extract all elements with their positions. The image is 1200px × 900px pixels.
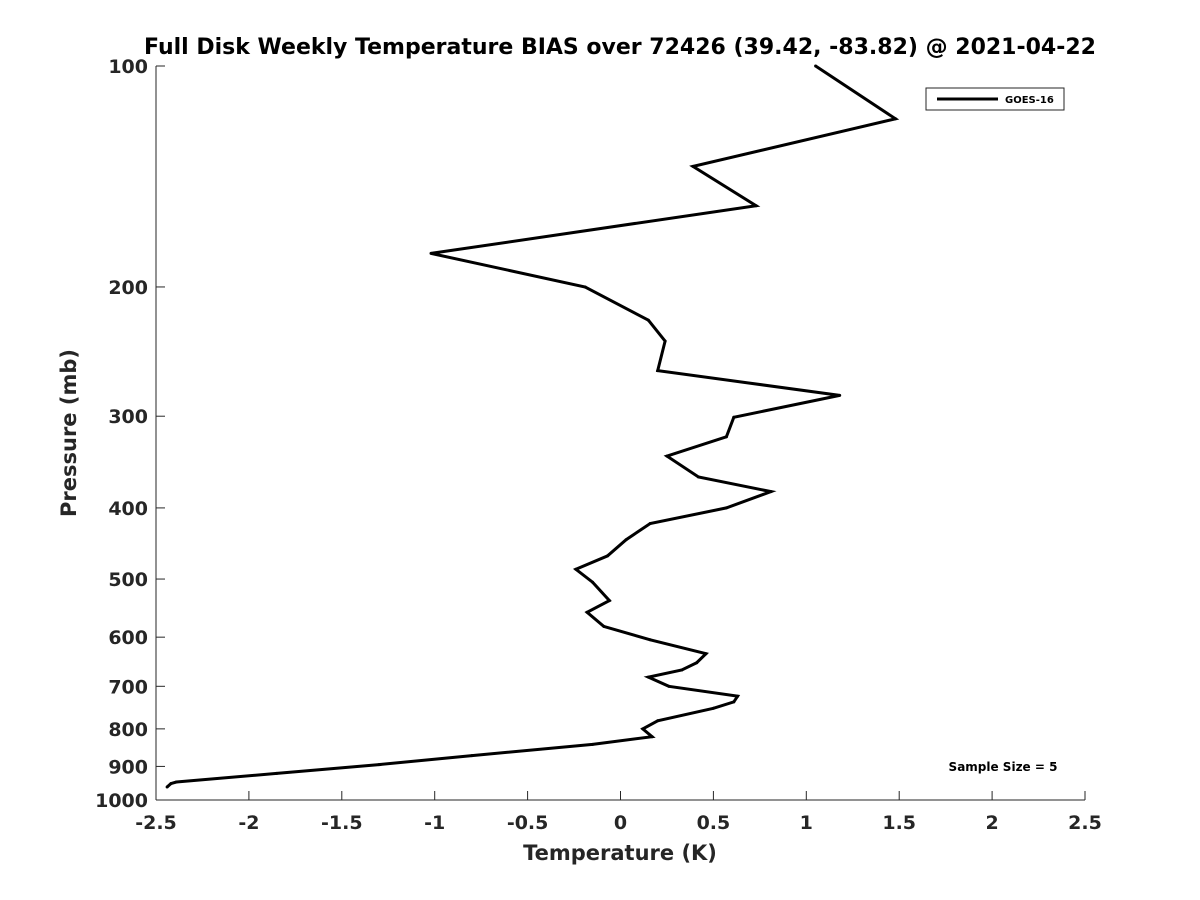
y-tick-label: 1000 [95, 790, 148, 812]
data-point [691, 164, 695, 168]
y-tick-label: 300 [108, 406, 148, 428]
data-point [646, 318, 650, 322]
legend-label-goes-16: GOES-16 [1005, 95, 1054, 106]
data-point [732, 700, 736, 704]
x-tick-label: 1.5 [882, 812, 916, 834]
data-point [641, 727, 645, 731]
data-point [667, 684, 671, 688]
sample-size-annotation: Sample Size = 5 [949, 760, 1058, 774]
data-point [656, 719, 660, 723]
y-tick-label: 700 [108, 676, 148, 698]
y-tick-label: 800 [108, 719, 148, 741]
data-point [591, 742, 595, 746]
x-tick-label: 0 [614, 812, 627, 834]
y-tick-label: 900 [108, 756, 148, 778]
data-point [169, 782, 173, 786]
data-point [704, 652, 708, 656]
data-point [769, 490, 773, 494]
data-point [894, 117, 897, 121]
x-tick-group: -2.5 -2 -1.5 -1 -0.5 0 0.5 1 1.5 2 2.5 [135, 791, 1102, 834]
data-point [724, 506, 728, 510]
data-point [174, 780, 178, 784]
data-point [377, 763, 381, 767]
data-point [695, 661, 699, 665]
y-tick-label: 100 [108, 56, 148, 78]
data-point [724, 435, 728, 439]
legend: GOES-16 [925, 87, 1065, 111]
data-point [732, 415, 736, 419]
data-point [602, 624, 606, 628]
x-tick-label: 0.5 [697, 812, 731, 834]
data-point [648, 522, 652, 525]
x-tick-label: 2.5 [1068, 812, 1102, 834]
data-point [591, 580, 595, 584]
data-point [665, 454, 669, 458]
data-point [680, 668, 684, 672]
data-point [697, 475, 700, 479]
data-point [585, 610, 589, 614]
data-point [606, 554, 609, 558]
y-tick-label: 500 [108, 569, 148, 591]
x-tick-label: -1 [424, 812, 445, 834]
y-tick-label: 600 [108, 627, 148, 649]
x-tick-label: -1.5 [321, 812, 363, 834]
data-point [165, 785, 169, 789]
y-tick-label: 200 [108, 277, 148, 299]
x-axis-label: Temperature (K) [523, 841, 717, 865]
data-point [736, 694, 740, 698]
x-tick-label: 2 [985, 812, 998, 834]
chart-title: Full Disk Weekly Temperature BIAS over 7… [144, 35, 1096, 60]
data-point [656, 369, 660, 373]
data-point [646, 675, 650, 679]
data-point [711, 706, 715, 710]
x-tick-label: -2.5 [135, 812, 177, 834]
data-point [429, 251, 433, 255]
y-tick-label: 400 [108, 498, 148, 520]
y-tick-group: 100 200 300 400 500 600 700 800 900 1000 [95, 56, 165, 812]
data-point [754, 204, 758, 208]
x-tick-label: 1 [800, 812, 813, 834]
data-point [607, 599, 611, 603]
data-point [814, 64, 818, 68]
data-point [663, 339, 667, 343]
y-axis-label: Pressure (mb) [57, 349, 81, 517]
data-point [275, 771, 279, 775]
data-point [470, 754, 474, 758]
data-point [648, 638, 652, 642]
data-point [624, 538, 628, 542]
data-point [838, 393, 842, 397]
x-tick-label: -0.5 [507, 812, 549, 834]
data-point [650, 735, 654, 739]
data-point [583, 285, 587, 289]
data-point [574, 567, 578, 571]
series-layer [165, 64, 900, 789]
x-tick-label: -2 [238, 812, 259, 834]
